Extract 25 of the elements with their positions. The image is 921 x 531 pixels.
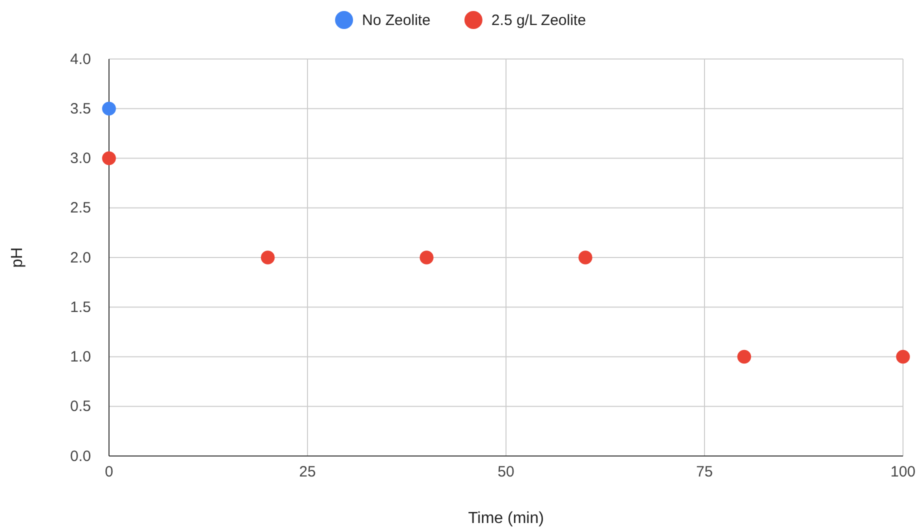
point (260, 250, 275, 264)
y-tick-label: 1.5 (70, 298, 91, 316)
x-tick-label: 0 (104, 464, 114, 481)
point (896, 350, 910, 364)
point (737, 350, 752, 364)
legend-label: 2.5 g/L Zeolite (491, 12, 586, 29)
y-tick-label: 1.0 (70, 348, 91, 366)
point (420, 250, 434, 264)
y-tick-label: 0.5 (70, 398, 91, 416)
x-tick-label: 75 (696, 464, 713, 481)
x-axis-title: Time (min) (468, 510, 544, 527)
point (102, 151, 116, 166)
y-tick-label: 0.0 (70, 448, 91, 465)
point (102, 102, 116, 116)
x-tick-label: 100 (890, 464, 916, 481)
y-tick-label: 2.5 (70, 200, 91, 217)
x-tick-label: 50 (498, 464, 514, 481)
point (578, 250, 592, 264)
x-tick-label: 25 (299, 464, 316, 481)
y-tick-label: 3.0 (70, 150, 91, 168)
y-axis-title: pH (9, 247, 26, 268)
y-tick-label: 4.0 (70, 50, 91, 68)
y-tick-label: 3.5 (70, 100, 91, 118)
y-tick-label: 2.0 (70, 249, 91, 266)
legend-label: No Zeolite (362, 12, 430, 29)
